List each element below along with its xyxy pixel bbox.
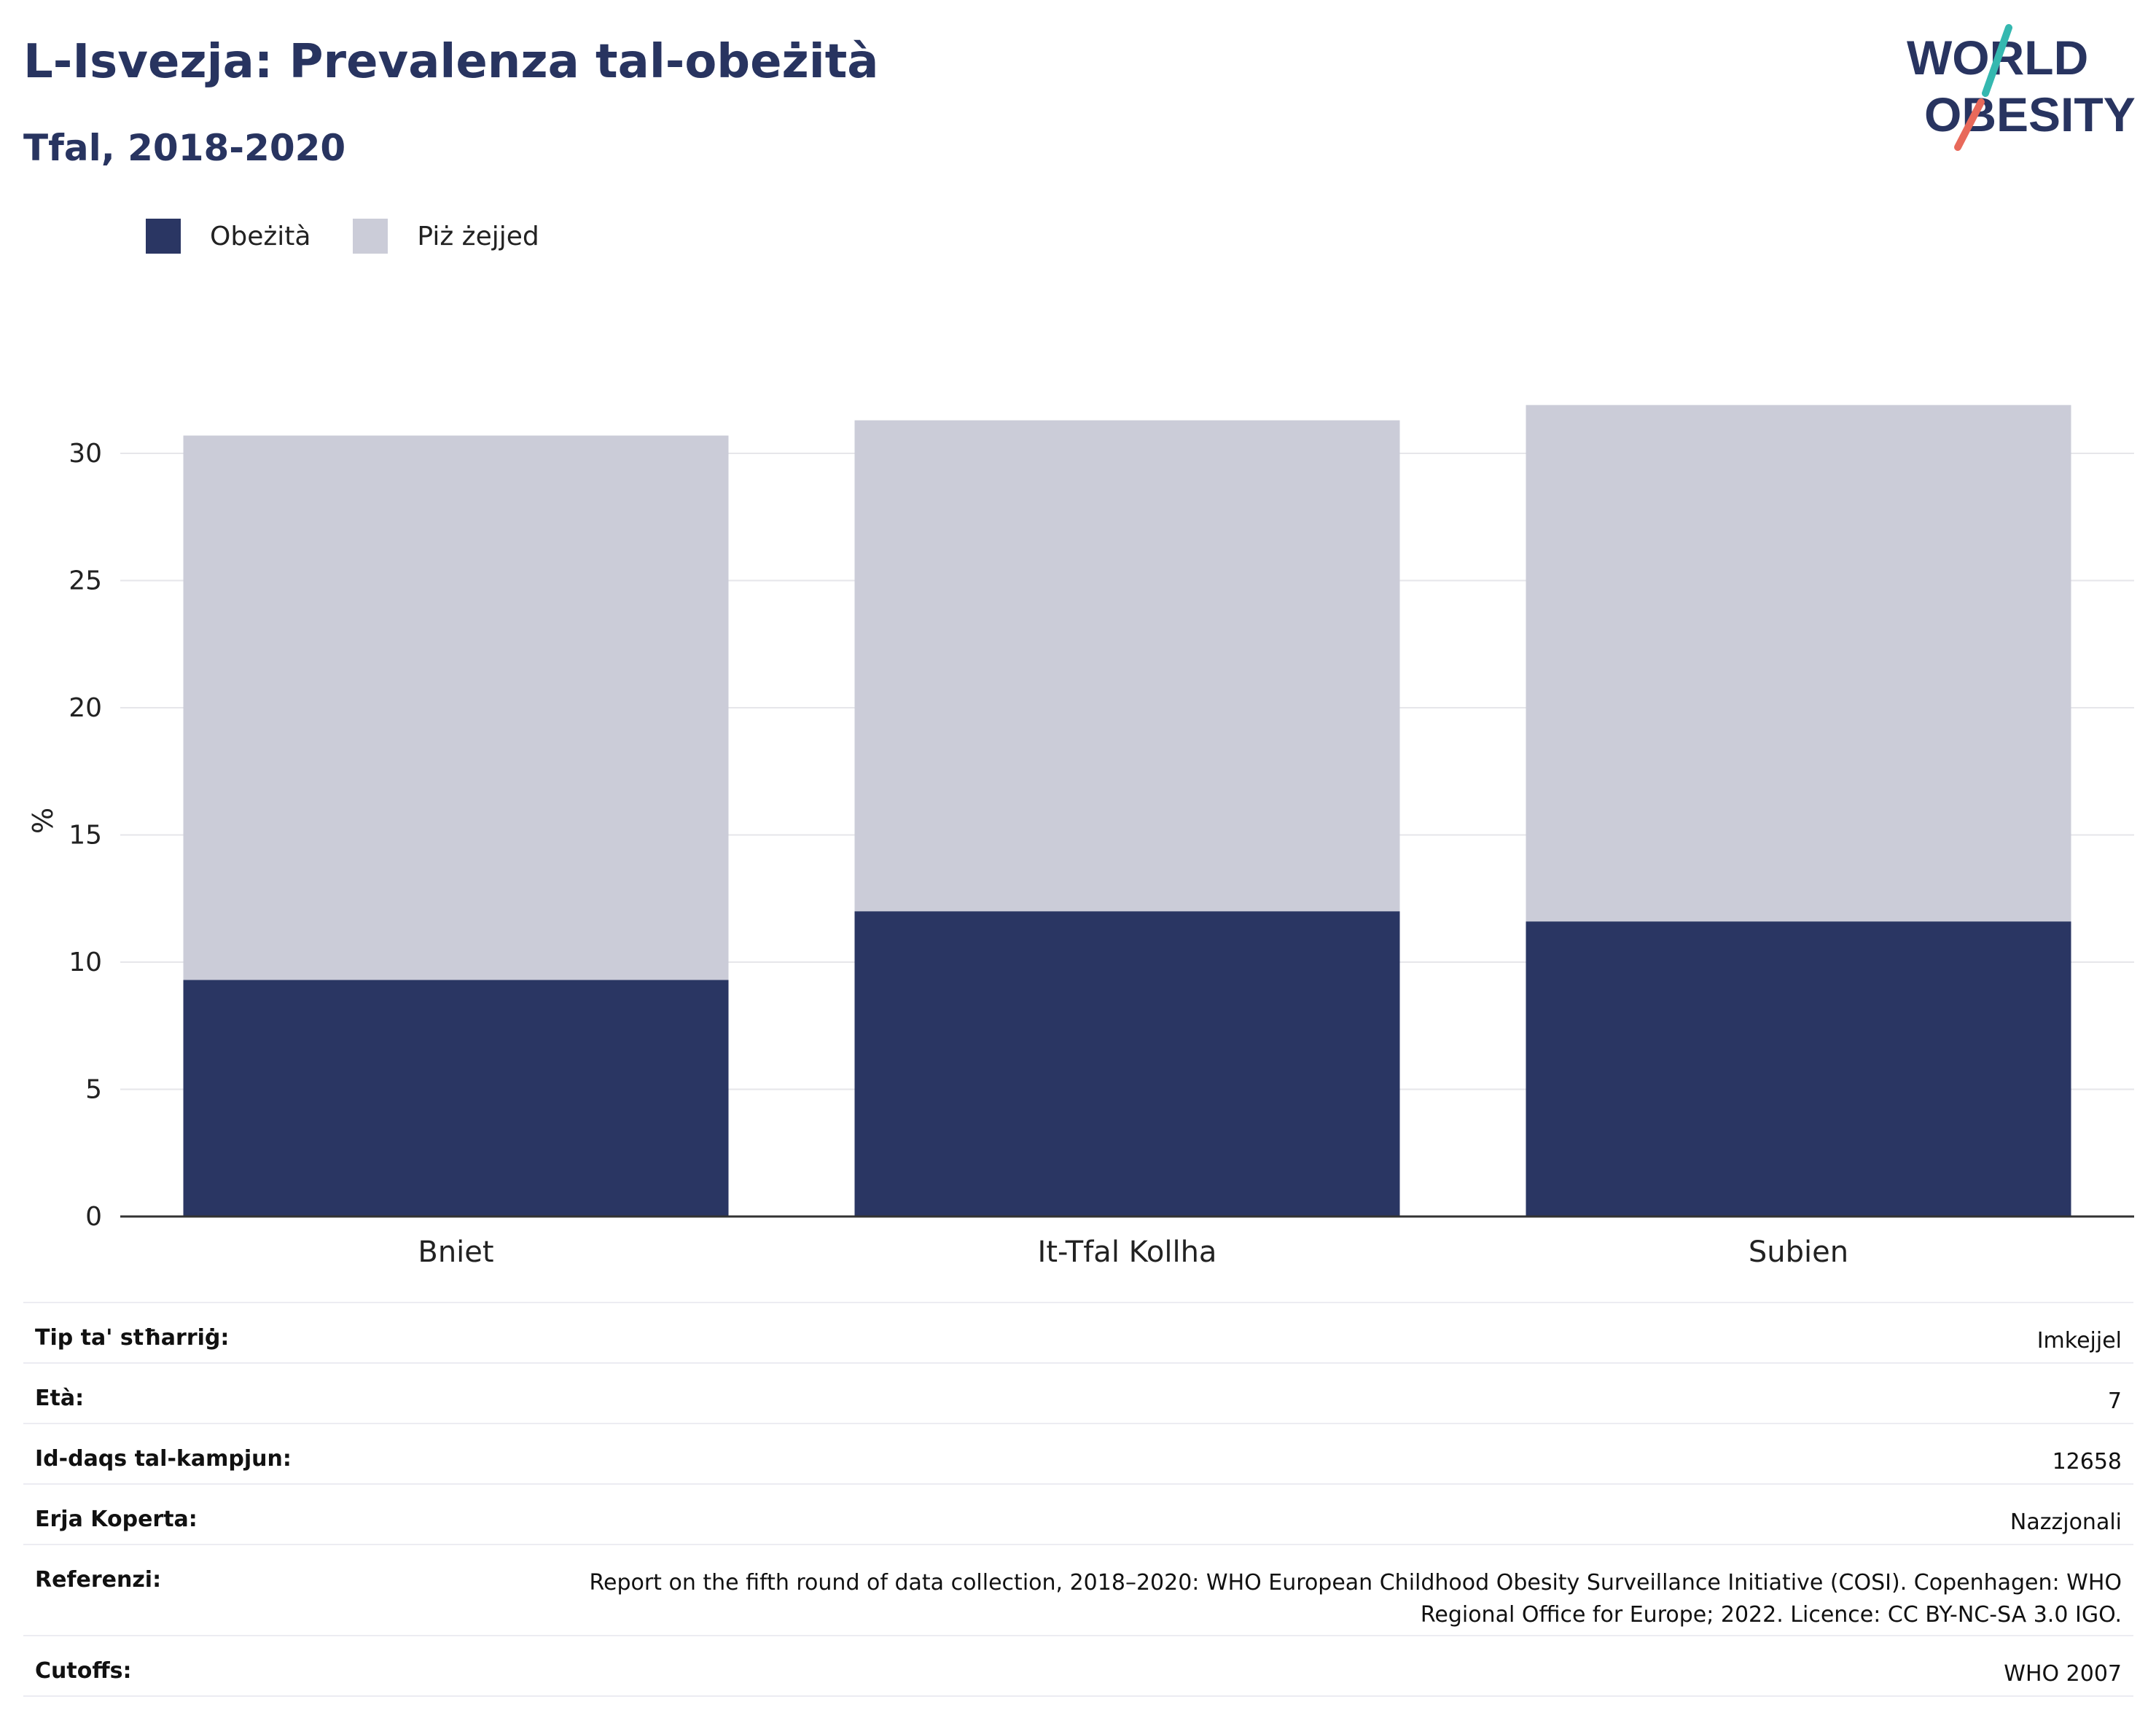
chart-title: L-Isvezja: Prevalenza tal-obeżità [23,35,879,89]
x-tick-label: Subien [1749,1235,1848,1269]
meta-value: 7 [2107,1389,2122,1414]
meta-value: Report on the fifth round of data collec… [589,1570,2122,1628]
bar-overweight-1 [854,420,1400,912]
stacked-bar-chart: 0 5 10 15 20 25 30% Bniet It-Tfal Kollha Subien [27,405,2134,1269]
x-tick-label: Bniet [418,1235,493,1269]
bar-obesity-1 [854,911,1400,1216]
y-tick-label: 5 [85,1075,102,1105]
legend-item-obesity[interactable]: Obeżità [146,219,310,254]
y-tick-label: 30 [69,439,102,469]
bar-obesity-2 [1526,921,2071,1216]
x-tick-label: It-Tfal Kollha [1038,1235,1217,1269]
meta-row-area: Erja Koperta: Nazzjonali [23,1485,2133,1545]
meta-label: Referenzi: [35,1567,162,1593]
bar-overweight-2 [1526,405,2071,922]
bar-overweight-0 [183,435,729,980]
y-tick-label: 25 [69,566,102,596]
logo-slash-teal [1982,24,2012,97]
y-tick-label: 15 [69,821,102,851]
metadata-table: Tip ta' stħarriġ: Imkejjel Età: 7 Id-daq… [23,1302,2133,1697]
logo-slash-coral [1954,98,1985,151]
y-axis-label: % [27,808,59,834]
legend-item-overweight[interactable]: Piż żejjed [353,219,539,254]
meta-label: Età: [35,1386,85,1411]
legend-swatch-overweight [353,219,388,254]
meta-value: Nazzjonali [2009,1510,2122,1535]
meta-value: 12658 [2052,1449,2122,1475]
y-tick-label: 0 [85,1202,102,1232]
world-obesity-logo: WORLD OBESITY [1907,24,2136,151]
y-tick-label: 10 [69,948,102,977]
meta-row-cutoffs: Cutoffs: WHO 2007 [23,1636,2133,1697]
meta-label: Id-daqs tal-kampjun: [35,1446,292,1472]
meta-value: Imkejjel [2036,1328,2122,1354]
chart-legend: Obeżità Piż żejjed [146,216,582,257]
y-tick-label: 20 [69,693,102,723]
legend-label-obesity: Obeżità [210,221,311,251]
bar-obesity-0 [183,980,729,1216]
meta-row-age: Età: 7 [23,1364,2133,1424]
meta-label: Cutoffs: [35,1658,132,1684]
meta-row-sample-size: Id-daqs tal-kampjun: 12658 [23,1424,2133,1485]
meta-value: WHO 2007 [2004,1661,2122,1687]
legend-swatch-obesity [146,219,181,254]
meta-label: Tip ta' stħarriġ: [35,1325,230,1351]
chart-subtitle: Tfal, 2018-2020 [23,127,346,169]
meta-label: Erja Koperta: [35,1507,198,1532]
meta-row-survey-type: Tip ta' stħarriġ: Imkejjel [23,1303,2133,1364]
meta-row-references: Referenzi: Report on the fifth round of … [23,1545,2133,1636]
logo-line2: OBESITY [1924,87,2136,141]
legend-label-overweight: Piż żejjed [417,221,539,251]
